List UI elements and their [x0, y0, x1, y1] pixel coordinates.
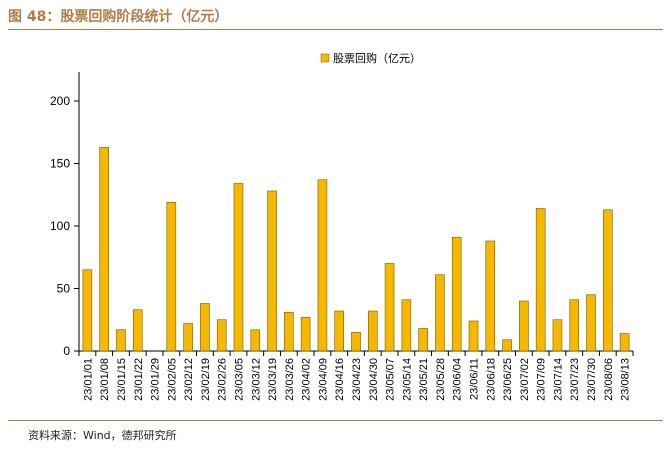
bar: [552, 319, 563, 352]
bar: [116, 329, 126, 352]
x-tick-label: 23/06/25: [502, 358, 514, 401]
x-tick-label: 23/03/19: [267, 358, 279, 401]
bar: [502, 339, 512, 352]
x-tick-label: 23/05/28: [435, 358, 447, 401]
bar: [233, 183, 244, 352]
x-tick-label: 23/01/01: [82, 358, 94, 401]
source-note: 资料来源：Wind，德邦研究所: [28, 429, 177, 442]
x-tick-label: 23/05/14: [401, 358, 413, 401]
bar: [267, 190, 277, 352]
bar: [82, 269, 93, 352]
bar: [519, 300, 529, 352]
x-tick-label: 23/07/23: [569, 358, 581, 401]
bar: [166, 201, 177, 352]
bar: [401, 299, 412, 352]
bar: [132, 309, 143, 352]
bar: [619, 333, 630, 352]
bar: [569, 299, 580, 352]
x-tick-label: 23/05/21: [418, 358, 430, 401]
bar: [384, 263, 395, 352]
y-tick-label: 200: [50, 94, 70, 108]
x-tick-label: 23/03/05: [233, 358, 245, 401]
x-tick-label: 23/07/09: [536, 358, 548, 401]
x-tick-label: 23/01/29: [150, 358, 162, 401]
legend: 股票回购（亿元）: [320, 51, 421, 65]
x-tick-label: 23/01/22: [133, 358, 145, 401]
bar: [418, 328, 428, 352]
legend-label: 股票回购（亿元）: [333, 51, 421, 65]
bars: [82, 146, 630, 352]
bar: [535, 208, 546, 352]
x-tick-label: 23/06/18: [485, 358, 497, 401]
bar: [284, 311, 294, 352]
bar: [250, 329, 261, 352]
bar: [586, 294, 596, 352]
y-tick-label: 50: [57, 282, 71, 296]
figure-title: 图 48：股票回购阶段统计（亿元）: [8, 9, 229, 25]
title-divider: [8, 29, 663, 30]
x-tick-label: 23/04/30: [368, 358, 380, 401]
x-tick-label: 23/04/16: [334, 358, 346, 401]
bar: [367, 310, 378, 352]
x-axis: 23/01/01 23/01/08 23/01/15 23/01/22 23/01/29…: [78, 350, 634, 401]
bar: [99, 146, 109, 352]
bar: [183, 323, 193, 352]
x-tick-label: 23/07/30: [586, 358, 598, 401]
y-tick-label: 150: [50, 157, 70, 171]
x-tick-label: 23/08/13: [620, 358, 632, 401]
bar: [300, 316, 311, 352]
bar: [485, 240, 496, 352]
bar: [603, 209, 613, 352]
bar: [216, 319, 227, 352]
x-tick-label: 23/07/02: [519, 358, 531, 401]
x-tick-label: 23/05/07: [385, 358, 397, 401]
x-tick-label: 23/06/04: [452, 358, 464, 401]
x-tick-label: 23/08/06: [603, 358, 615, 401]
x-tick-label: 23/02/12: [183, 358, 195, 401]
y-axis: 0 50 100 150 200: [50, 72, 80, 358]
bar: [317, 179, 328, 352]
x-tick-label: 23/04/09: [317, 358, 329, 401]
x-tick-label: 23/02/19: [200, 358, 212, 401]
x-tick-label: 23/07/14: [552, 358, 564, 401]
x-tick-label: 23/03/12: [250, 358, 262, 401]
bar: [351, 331, 361, 352]
bar: [334, 310, 345, 352]
bar: [451, 236, 462, 352]
x-tick-label: 23/04/02: [301, 358, 313, 401]
x-tick-label: 23/02/05: [166, 358, 178, 401]
bar: [200, 303, 210, 352]
x-tick-label: 23/03/26: [284, 358, 296, 401]
bar: [435, 274, 445, 352]
x-tick-label: 23/06/11: [469, 358, 481, 400]
x-tick-label: 23/01/08: [99, 358, 111, 401]
x-tick-label: 23/02/26: [217, 358, 229, 401]
x-tick-label: 23/04/23: [351, 358, 363, 401]
x-tick-label: 23/01/15: [116, 358, 128, 401]
y-tick-label: 0: [63, 344, 70, 358]
bar: [468, 320, 479, 352]
footer-divider: [8, 420, 663, 421]
legend-swatch: [320, 53, 330, 63]
y-tick-label: 100: [50, 219, 70, 233]
